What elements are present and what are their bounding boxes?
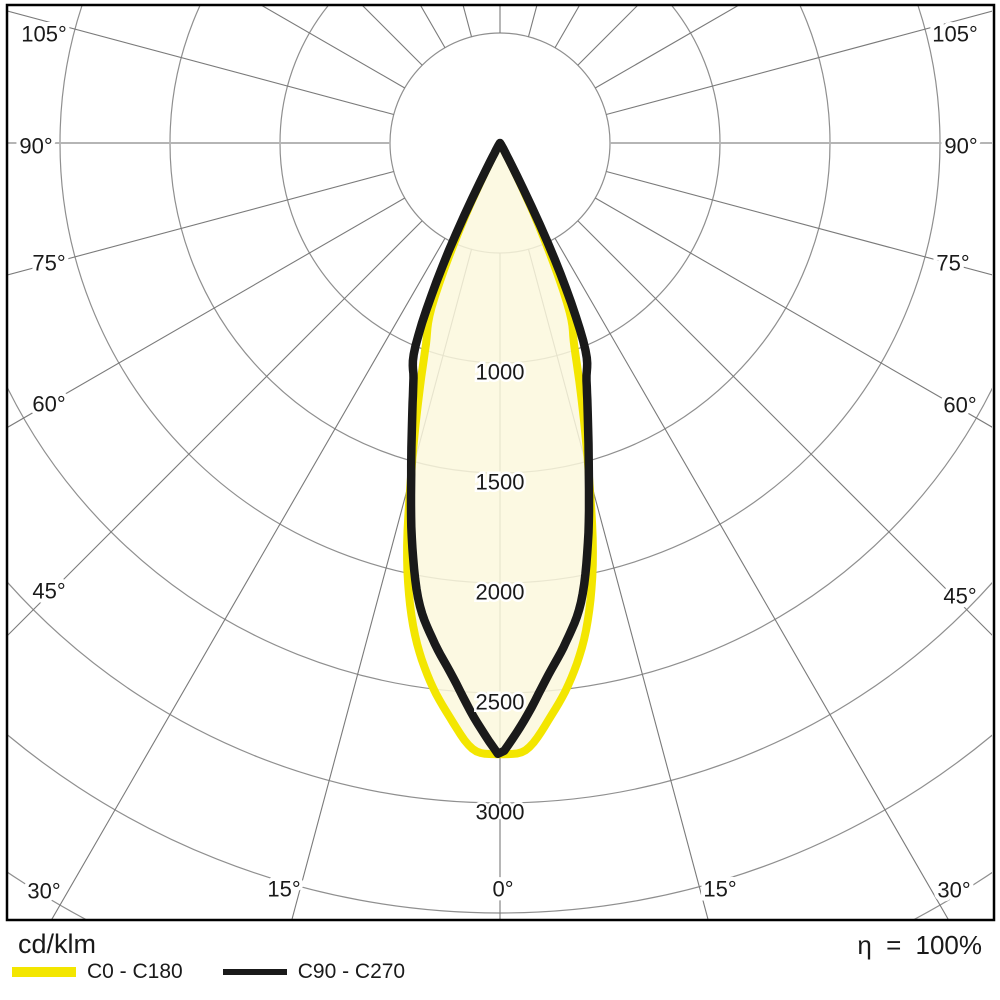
legend: C0 - C180 C90 - C270 <box>12 960 405 984</box>
ring-value-label: 1500 <box>476 470 525 495</box>
angle-tick-label: 75° <box>32 251 65 276</box>
legend-swatch <box>222 969 287 975</box>
angle-tick-label: 60° <box>943 393 976 418</box>
radial-line <box>8 170 394 276</box>
curve-c90-c270 <box>406 138 594 759</box>
legend-item-1: C90 - C270 <box>222 960 406 984</box>
radial-line <box>594 197 992 428</box>
angle-tick-label: 30° <box>937 878 970 903</box>
radial-line <box>606 10 992 116</box>
units-label: cd/klm <box>18 929 97 959</box>
angle-tick-label: 90° <box>19 134 52 159</box>
legend-swatch <box>12 967 76 977</box>
angle-tick-label: 60° <box>32 392 65 417</box>
angle-tick-label: 75° <box>936 251 969 276</box>
radial-line <box>554 237 949 919</box>
radial-line <box>8 220 423 636</box>
radial-line <box>606 170 992 276</box>
ring-value-label: 1000 <box>476 360 525 385</box>
angle-tick-label: 45° <box>32 579 65 604</box>
ring-value-label: 2500 <box>476 690 525 715</box>
angle-tick-label: 45° <box>943 584 976 609</box>
plot-border <box>5 3 996 922</box>
efficiency-label: η = 100% <box>857 930 982 960</box>
angle-tick-label: 105° <box>932 22 978 47</box>
radial-line <box>577 220 992 636</box>
angle-tick-label: 15° <box>267 877 300 902</box>
beam-fill <box>407 143 593 755</box>
radial-line <box>8 10 394 116</box>
angle-tick-label: 105° <box>21 22 67 47</box>
angle-tick-label: 90° <box>944 134 977 159</box>
legend-item-0: C0 - C180 <box>12 960 183 984</box>
ring-value-label: 2000 <box>476 580 525 605</box>
ring-value-label: 3000 <box>476 800 525 825</box>
angle-tick-label: 0° <box>492 877 513 902</box>
legend-item-label: C0 - C180 <box>87 960 183 983</box>
radial-line <box>8 197 406 428</box>
radial-line <box>51 237 446 919</box>
angle-tick-label: 30° <box>27 879 60 904</box>
angle-tick-label: 15° <box>703 877 736 902</box>
legend-item-label: C90 - C270 <box>297 960 406 983</box>
